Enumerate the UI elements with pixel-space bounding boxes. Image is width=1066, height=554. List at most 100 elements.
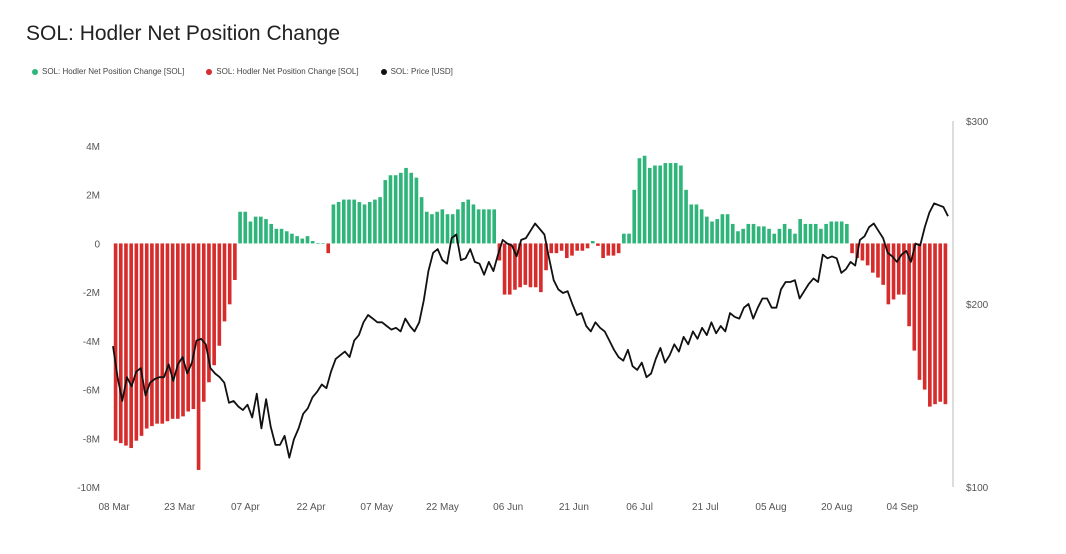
position-change-bar[interactable] [730,223,735,244]
position-change-bar[interactable] [476,209,481,244]
position-change-bar[interactable] [186,243,191,412]
position-change-bar[interactable] [238,211,242,244]
position-change-bar[interactable] [518,243,522,288]
position-change-bar[interactable] [393,175,398,244]
position-change-bar[interactable] [129,243,133,449]
position-change-bar[interactable] [373,199,377,244]
position-change-bar[interactable] [590,240,595,244]
position-change-bar[interactable] [777,228,782,244]
position-change-bar[interactable] [622,233,626,244]
position-change-bar[interactable] [746,223,751,244]
position-change-bar[interactable] [134,243,139,441]
position-change-bar[interactable] [347,199,351,244]
position-change-bar[interactable] [310,240,315,244]
position-change-bar[interactable] [196,243,201,470]
position-change-bar[interactable] [710,221,714,244]
position-change-bar[interactable] [756,226,761,244]
position-change-bar[interactable] [642,155,647,244]
position-change-bar[interactable] [891,243,896,300]
position-change-bar[interactable] [668,163,673,244]
position-change-bar[interactable] [513,243,517,290]
position-change-bar[interactable] [632,189,637,244]
position-change-bar[interactable] [404,167,408,244]
position-change-bar[interactable] [487,209,491,244]
position-change-bar[interactable] [440,209,445,244]
position-change-bar[interactable] [575,243,579,251]
position-change-bar[interactable] [647,167,652,244]
position-change-bar[interactable] [461,202,465,244]
position-change-bar[interactable] [616,243,621,254]
position-change-bar[interactable] [850,243,854,254]
position-change-bar[interactable] [813,223,818,244]
position-change-bar[interactable] [378,197,382,244]
position-change-bar[interactable] [388,175,393,244]
position-change-bar[interactable] [414,177,419,244]
position-change-bar[interactable] [819,228,823,244]
position-change-bar[interactable] [383,180,388,244]
position-change-bar[interactable] [367,202,372,244]
position-change-bar[interactable] [886,243,891,305]
position-change-bar[interactable] [762,226,766,244]
position-change-bar[interactable] [409,172,414,244]
position-change-bar[interactable] [715,219,720,244]
position-change-bar[interactable] [876,243,880,278]
position-change-bar[interactable] [471,204,476,244]
position-change-bar[interactable] [290,233,294,244]
position-change-bar[interactable] [118,243,123,444]
position-change-bar[interactable] [207,243,211,383]
position-change-bar[interactable] [559,243,564,251]
position-change-bar[interactable] [212,243,216,366]
position-change-bar[interactable] [907,243,911,327]
position-change-bar[interactable] [808,223,813,244]
position-change-bar[interactable] [788,228,792,244]
position-change-bar[interactable] [699,209,704,244]
position-change-bar[interactable] [336,202,341,244]
position-change-bar[interactable] [507,243,512,295]
position-change-bar[interactable] [523,243,528,285]
position-change-bar[interactable] [399,172,403,244]
position-change-bar[interactable] [679,165,683,244]
position-change-bar[interactable] [466,199,471,244]
position-change-bar[interactable] [736,231,740,244]
position-change-bar[interactable] [673,163,678,244]
position-change-bar[interactable] [502,243,507,295]
price-line[interactable] [112,202,949,459]
position-change-bar[interactable] [544,243,548,271]
position-change-bar[interactable] [627,233,631,244]
position-change-bar[interactable] [269,223,273,244]
position-change-bar[interactable] [160,243,165,424]
position-change-bar[interactable] [176,243,180,419]
position-change-bar[interactable] [564,243,569,259]
position-change-bar[interactable] [450,214,455,244]
position-change-bar[interactable] [658,165,662,244]
position-change-bar[interactable] [684,189,688,244]
position-change-bar[interactable] [912,243,917,351]
position-change-bar[interactable] [243,211,248,244]
position-change-bar[interactable] [362,204,367,244]
position-change-bar[interactable] [793,233,797,244]
position-change-bar[interactable] [720,214,725,244]
position-change-bar[interactable] [845,223,849,244]
position-change-bar[interactable] [860,243,865,261]
position-change-bar[interactable] [533,243,538,288]
position-change-bar[interactable] [798,219,802,244]
position-change-bar[interactable] [482,209,486,244]
position-change-bar[interactable] [191,243,196,410]
position-change-bar[interactable] [694,204,699,244]
position-change-bar[interactable] [829,221,834,244]
position-change-bar[interactable] [435,211,439,244]
position-change-bar[interactable] [139,243,144,436]
position-change-bar[interactable] [279,228,284,244]
position-change-bar[interactable] [881,243,885,285]
position-change-bar[interactable] [705,216,709,244]
position-change-bar[interactable] [933,243,937,405]
legend-item-price[interactable]: SOL: Price [USD] [380,67,453,76]
position-change-bar[interactable] [570,243,574,256]
position-change-bar[interactable] [938,243,943,402]
position-change-bar[interactable] [839,221,844,244]
position-change-bar[interactable] [352,199,356,244]
position-change-bar[interactable] [305,236,310,244]
position-change-bar[interactable] [580,243,585,251]
position-change-bar[interactable] [606,243,611,256]
position-change-bar[interactable] [922,243,927,390]
